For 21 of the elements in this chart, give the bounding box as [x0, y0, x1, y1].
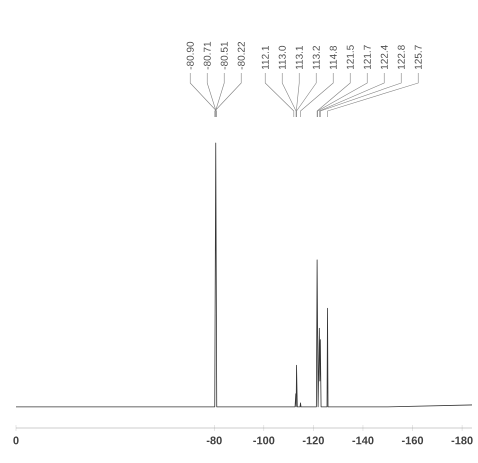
- annotation: -80.71: [204, 42, 211, 70]
- annotation: -80.90: [186, 42, 194, 70]
- annotation: 113.2: [312, 46, 320, 70]
- annotation: 125.7: [414, 45, 422, 70]
- x-tick-label: -140: [352, 436, 374, 444]
- x-tick-label: -180: [452, 436, 473, 444]
- annotation: 113.0: [278, 46, 286, 70]
- annotation: 122.8: [398, 45, 405, 70]
- x-tick-label: -120: [302, 436, 324, 444]
- annotation: 113.1: [296, 46, 303, 70]
- annotation: 122.4: [380, 45, 388, 70]
- annotation: -80.22: [238, 42, 245, 70]
- annotation: -80.51: [220, 42, 228, 70]
- annotation: 114.8: [330, 46, 337, 70]
- annotation: 112.1: [262, 46, 269, 70]
- x-tick-label: 0: [13, 436, 19, 444]
- annotation: 121.5: [346, 45, 354, 70]
- x-tick-label: -160: [402, 436, 424, 444]
- annotation: 121.7: [364, 45, 371, 70]
- x-tick-label: -100: [253, 436, 274, 444]
- x-tick-label: -80: [206, 436, 222, 444]
